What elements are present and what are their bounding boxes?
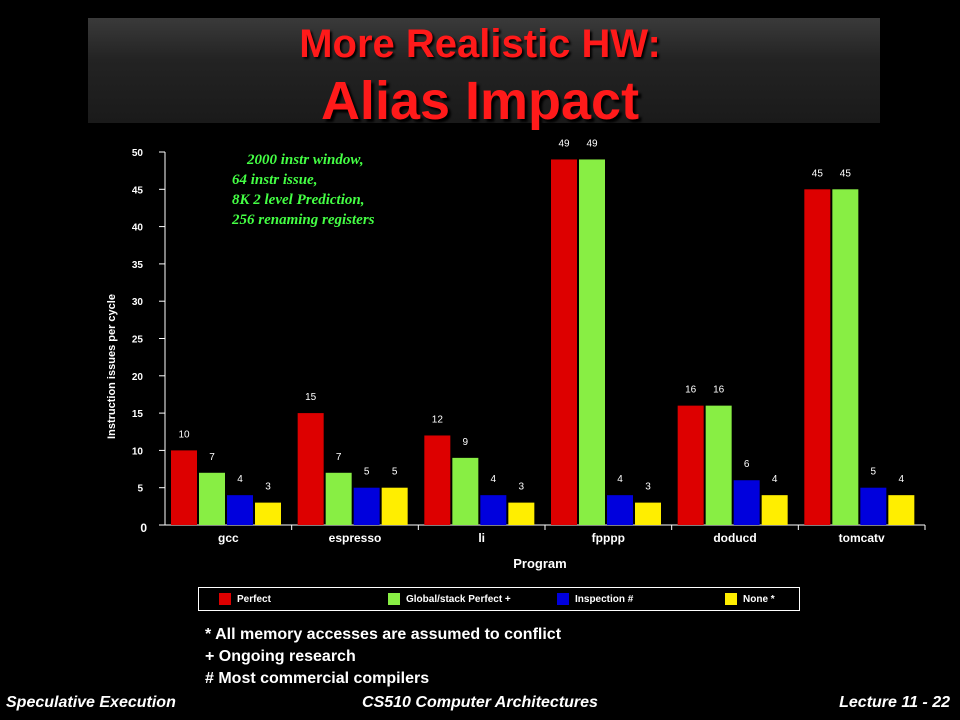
data-label: 4 [899,474,905,485]
bar-tomcatv-0 [804,189,831,526]
annotation-line-1: 2000 instr window, [247,152,364,168]
note-conflict: * All memory accesses are assumed to con… [205,626,562,643]
data-label: 7 [336,452,342,463]
data-label: 45 [812,168,824,179]
annotation-line-4: 256 renaming registers [232,212,375,228]
y-axis-title: Instruction issues per cycle [106,294,118,439]
y-tick-label: 0 [140,521,147,535]
bar-tomcatv-3 [888,495,915,525]
note-ongoing-research: + Ongoing research [205,648,356,665]
data-label: 9 [463,437,469,448]
legend-swatch-inspection [557,593,569,605]
y-tick-label: 10 [132,446,144,457]
footer-center: CS510 Computer Architectures [362,694,598,711]
data-label: 4 [237,474,243,485]
y-tick-label: 25 [132,335,144,346]
legend-swatch-none [725,593,737,605]
chart-legend: Perfect Global/stack Perfect + Inspectio… [198,587,800,611]
x-tick-label: tomcatv [839,531,885,545]
data-label: 3 [519,482,525,493]
bar-tomcatv-1 [832,189,859,526]
note-commercial-compilers: # Most commercial compilers [205,670,430,687]
legend-label-perfect: Perfect [237,593,271,605]
data-label: 49 [558,138,570,149]
y-tick-label: 30 [132,297,144,308]
legend-label-none: None * [743,593,775,605]
legend-item-perfect: Perfect [219,592,271,606]
y-tick-label: 15 [132,409,144,420]
bar-fpppp-3 [635,502,661,525]
data-label: 4 [772,474,778,485]
data-label: 16 [685,385,697,396]
bar-espresso-1 [325,472,352,525]
legend-swatch-global-stack [388,593,400,605]
data-label: 12 [432,414,444,425]
bar-fpppp-1 [579,159,605,525]
bar-gcc-2 [227,495,253,525]
y-tick-label: 5 [137,484,143,495]
legend-item-global-stack: Global/stack Perfect + [388,592,511,606]
bar-doducd-0 [677,405,704,525]
y-tick-label: 20 [132,372,144,383]
y-tick-label: 35 [132,260,144,271]
data-label: 7 [209,452,215,463]
bar-gcc-3 [255,502,281,525]
bar-li-1 [452,457,479,525]
bar-li-0 [424,435,451,525]
x-axis-title: Program [513,556,566,571]
annotation-line-3: 8K 2 level Prediction, [232,192,365,208]
data-label: 5 [364,467,370,478]
bar-espresso-2 [353,487,380,525]
bar-li-2 [480,495,507,525]
data-label: 10 [178,429,190,440]
bar-espresso-0 [297,413,324,525]
x-tick-label: espresso [329,531,382,545]
x-tick-label: doducd [713,531,756,545]
bar-tomcatv-2 [860,487,887,525]
legend-item-inspection: Inspection # [557,592,633,606]
data-label: 6 [744,459,750,470]
bar-fpppp-0 [551,159,577,525]
bar-doducd-3 [761,495,788,525]
data-label: 45 [840,168,852,179]
data-label: 5 [392,467,398,478]
legend-swatch-perfect [219,593,231,605]
x-tick-label: gcc [218,531,239,545]
data-label: 15 [305,392,317,403]
data-label: 3 [265,482,271,493]
bar-espresso-3 [381,487,408,525]
slide-title: More Realistic HW: [299,22,661,66]
footer-left: Speculative Execution [6,694,176,711]
bar-gcc-1 [199,472,225,525]
data-label: 49 [586,138,598,149]
data-label: 4 [491,474,497,485]
y-tick-label: 45 [132,185,144,196]
bar-gcc-0 [171,450,197,525]
bar-fpppp-2 [607,495,633,525]
title-band [88,18,880,123]
legend-label-inspection: Inspection # [575,593,634,605]
y-tick-label: 50 [132,148,144,159]
slide-subtitle: Alias Impact [320,71,640,131]
footer-right: Lecture 11 - 22 [839,694,950,711]
bar-li-3 [508,502,535,525]
data-label: 16 [713,385,725,396]
data-label: 3 [645,482,651,493]
bar-doducd-2 [733,480,760,525]
bar-doducd-1 [705,405,732,525]
data-label: 5 [871,467,877,478]
annotation-line-2: 64 instr issue, [232,172,318,188]
legend-item-none: None * [725,592,775,606]
legend-label-global-stack: Global/stack Perfect + [406,593,511,605]
data-label: 4 [617,474,623,485]
x-tick-label: li [478,531,485,545]
x-tick-label: fpppp [592,531,625,545]
y-tick-label: 40 [132,223,144,234]
